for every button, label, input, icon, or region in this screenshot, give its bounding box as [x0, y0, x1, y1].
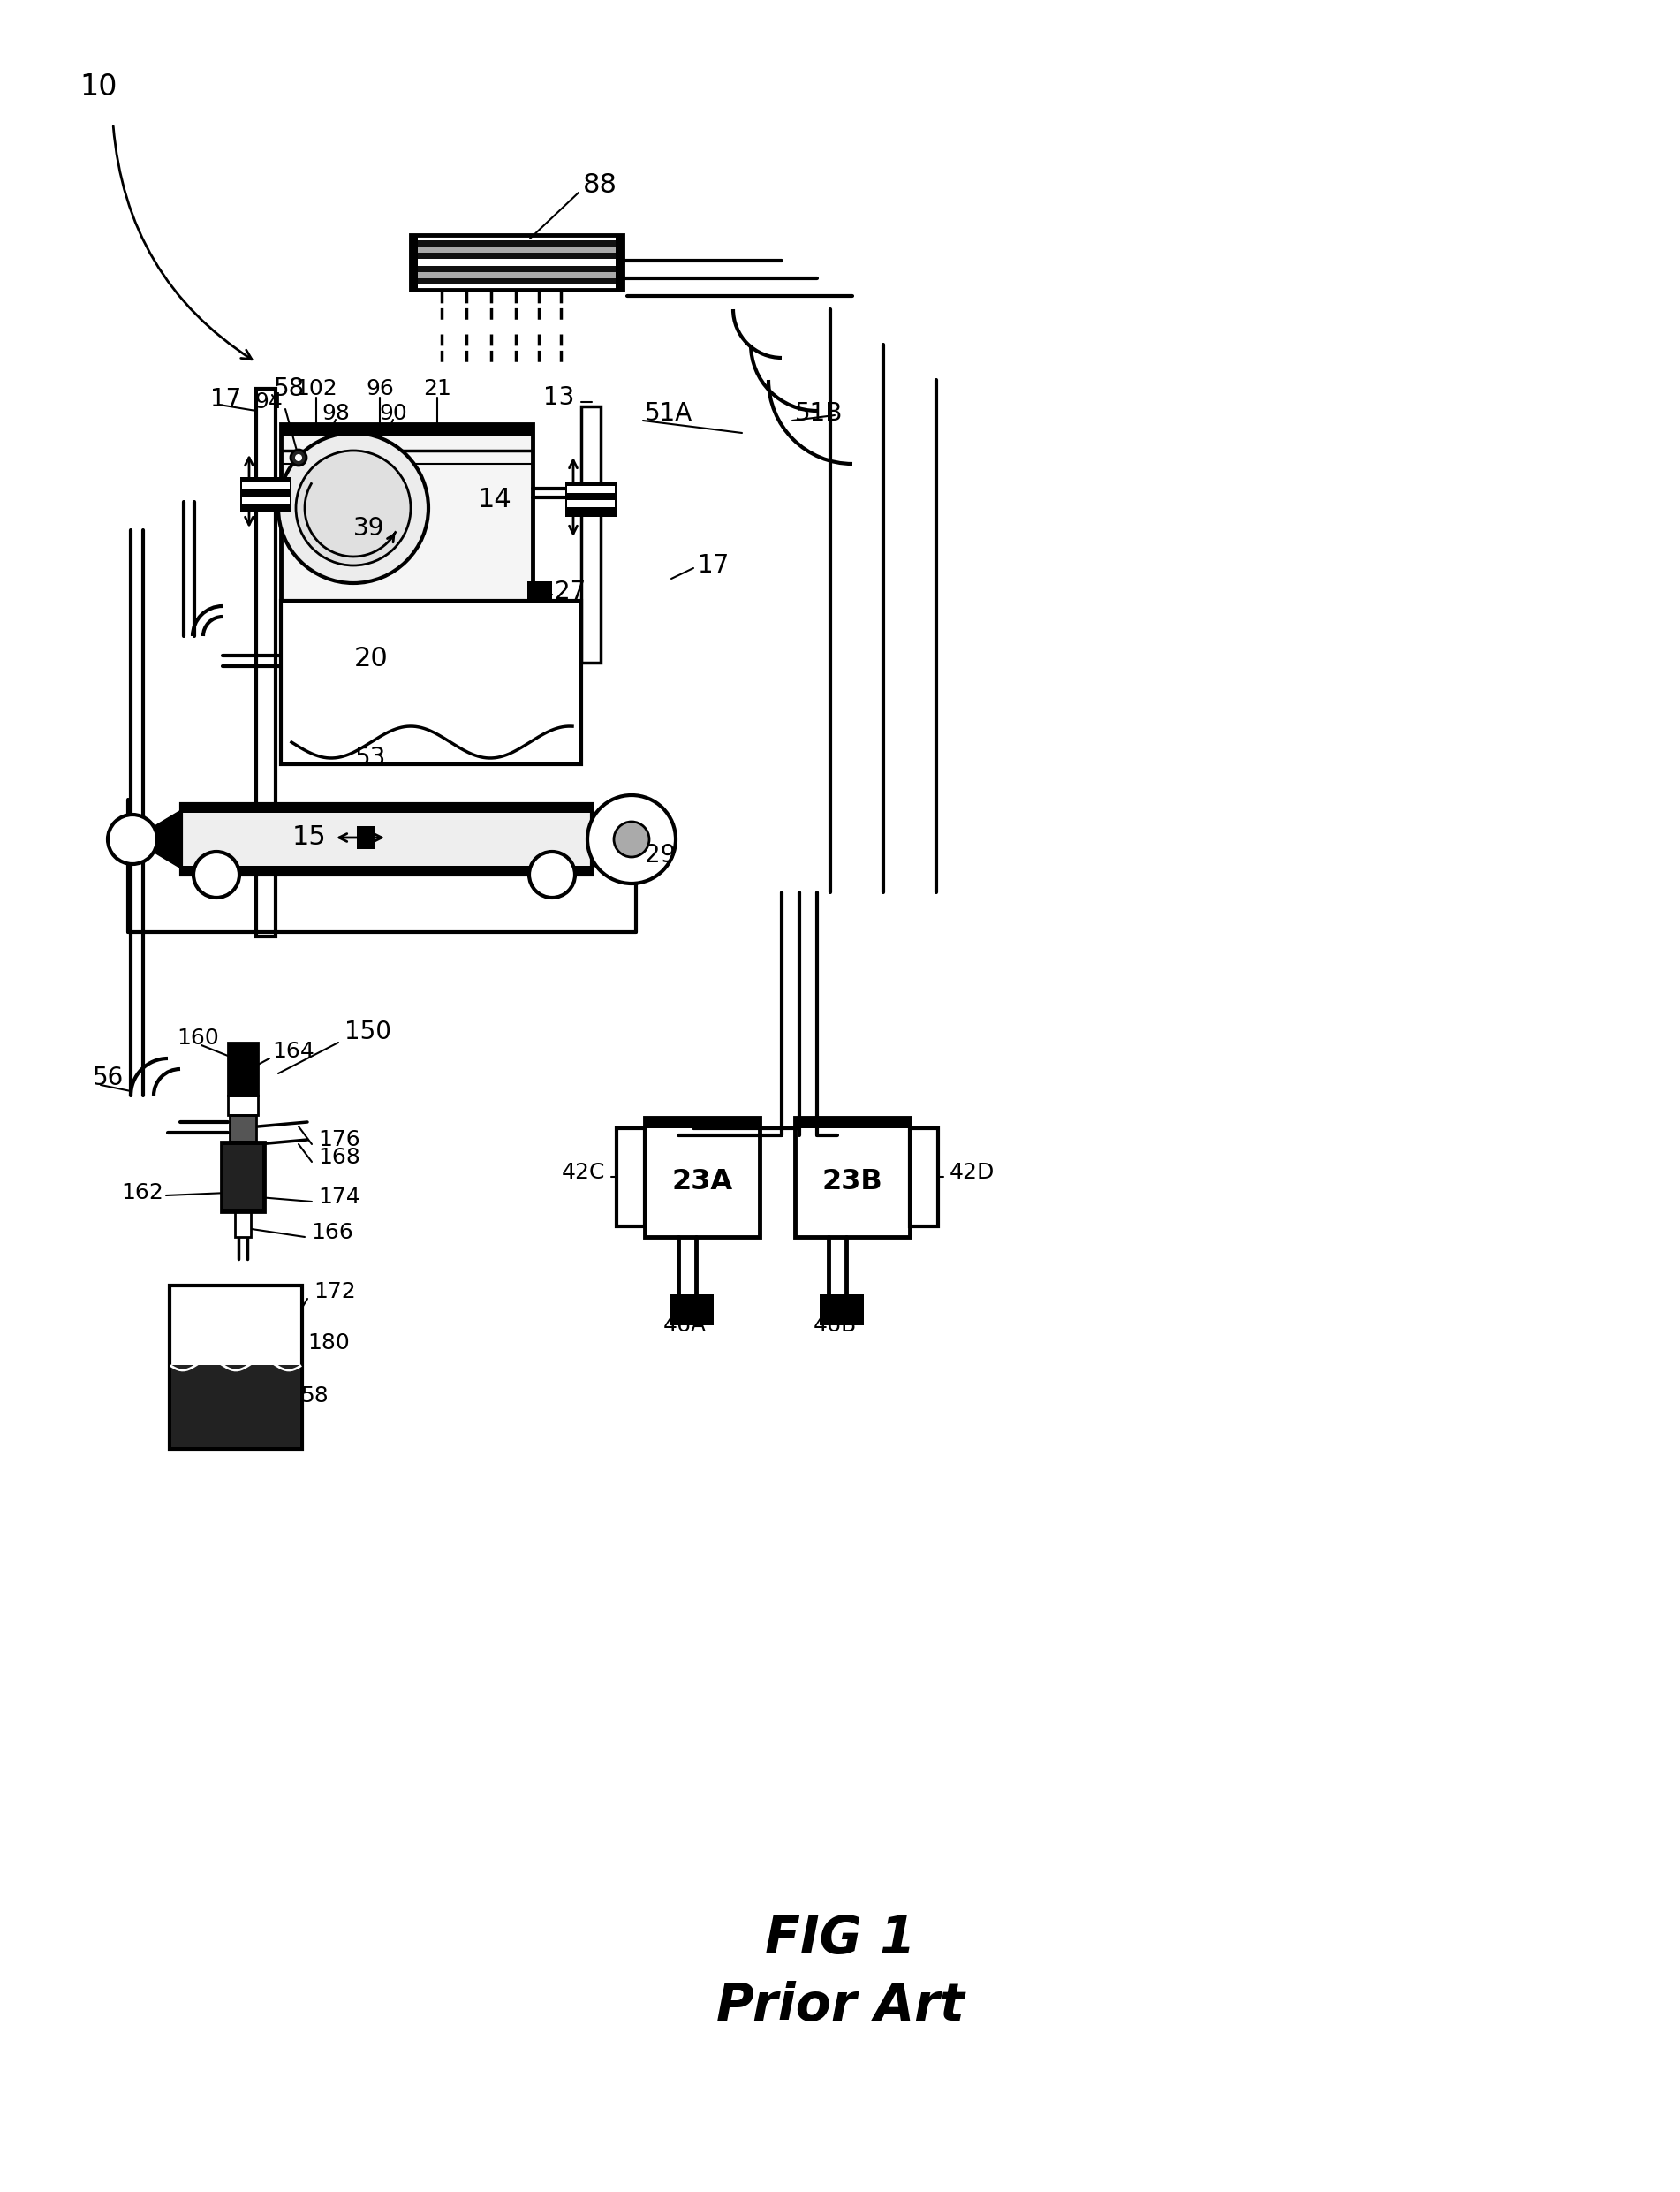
Text: 17: 17 [210, 388, 242, 412]
Text: 42C: 42C [561, 1162, 605, 1184]
Bar [235, 1212, 250, 1236]
Text: 23A: 23A [672, 1168, 732, 1195]
Bar [564, 482, 617, 517]
Bar [223, 1144, 262, 1208]
Bar [581, 406, 601, 662]
Bar [240, 478, 292, 513]
Text: 46B: 46B [813, 1315, 857, 1335]
Circle shape [296, 454, 302, 460]
Text: 15: 15 [292, 824, 326, 850]
Bar [645, 1118, 759, 1236]
Circle shape [291, 449, 306, 465]
Bar [795, 1118, 911, 1129]
Text: 164: 164 [272, 1041, 314, 1061]
Bar [356, 826, 375, 848]
Text: Prior Art: Prior Art [716, 1979, 964, 2030]
Text: 162: 162 [121, 1181, 163, 1203]
Text: 166: 166 [311, 1221, 353, 1243]
Text: 96: 96 [366, 379, 393, 399]
Bar [242, 482, 289, 489]
Bar [645, 1118, 759, 1129]
Text: 27: 27 [554, 579, 586, 605]
Text: 53: 53 [356, 745, 386, 769]
Text: 174: 174 [318, 1186, 360, 1208]
Text: 20: 20 [354, 644, 388, 671]
Bar [410, 235, 623, 289]
Text: 21: 21 [423, 379, 452, 399]
Bar [820, 1293, 864, 1326]
Text: 102: 102 [296, 379, 338, 399]
Circle shape [108, 815, 158, 864]
Bar [568, 487, 615, 493]
Bar [415, 259, 618, 265]
Circle shape [588, 796, 675, 883]
Bar [220, 1142, 265, 1212]
Bar [230, 1116, 255, 1142]
Text: 90: 90 [380, 403, 407, 423]
Text: 98: 98 [321, 403, 349, 423]
Bar [228, 1043, 259, 1096]
Text: 94: 94 [254, 392, 282, 412]
Bar [528, 581, 553, 601]
Bar [181, 804, 591, 813]
Circle shape [529, 853, 575, 899]
Bar [181, 866, 591, 875]
Bar [255, 388, 276, 936]
Circle shape [279, 434, 428, 583]
Text: 13: 13 [543, 386, 575, 410]
Text: 17: 17 [697, 552, 729, 579]
Text: 56: 56 [92, 1065, 124, 1089]
Text: 180: 180 [307, 1333, 349, 1352]
Text: 168: 168 [318, 1146, 360, 1168]
Circle shape [193, 853, 239, 899]
Text: 46A: 46A [664, 1315, 706, 1335]
Bar [281, 423, 533, 436]
Text: 58: 58 [301, 1385, 328, 1407]
Bar [281, 423, 533, 609]
Bar [911, 1129, 937, 1225]
Bar [415, 278, 618, 285]
Bar [228, 1043, 259, 1096]
Text: 29: 29 [645, 844, 675, 868]
Bar [228, 1096, 259, 1116]
Text: 14: 14 [477, 487, 512, 513]
Bar [617, 1129, 645, 1225]
Circle shape [613, 822, 648, 857]
Bar [415, 248, 618, 252]
Bar [170, 1285, 302, 1449]
Text: 42D: 42D [949, 1162, 995, 1184]
Bar [670, 1293, 714, 1326]
Polygon shape [133, 811, 181, 868]
Circle shape [296, 452, 410, 566]
Text: FIG 1: FIG 1 [764, 1914, 916, 1964]
Text: 176: 176 [318, 1129, 360, 1151]
Text: 39: 39 [353, 515, 385, 541]
Bar [281, 601, 581, 765]
Text: 172: 172 [314, 1280, 356, 1302]
Text: 88: 88 [583, 173, 618, 197]
Bar [795, 1118, 911, 1236]
Bar [171, 1366, 301, 1447]
Bar [415, 265, 618, 272]
Bar [415, 252, 618, 259]
Text: 23B: 23B [822, 1168, 882, 1195]
Text: 150: 150 [344, 1019, 391, 1043]
Bar [615, 235, 623, 289]
Bar [220, 1142, 265, 1212]
Bar [242, 498, 289, 504]
Bar [230, 1116, 255, 1142]
Bar [568, 500, 615, 506]
Text: 58: 58 [274, 377, 306, 401]
Text: 51B: 51B [795, 401, 843, 425]
Bar [415, 241, 618, 248]
Bar [410, 235, 418, 289]
Bar [415, 272, 618, 278]
Text: 51A: 51A [645, 401, 692, 425]
Bar [235, 1212, 250, 1236]
Bar [181, 804, 591, 875]
Text: 10: 10 [79, 72, 118, 101]
Text: 160: 160 [176, 1028, 218, 1048]
